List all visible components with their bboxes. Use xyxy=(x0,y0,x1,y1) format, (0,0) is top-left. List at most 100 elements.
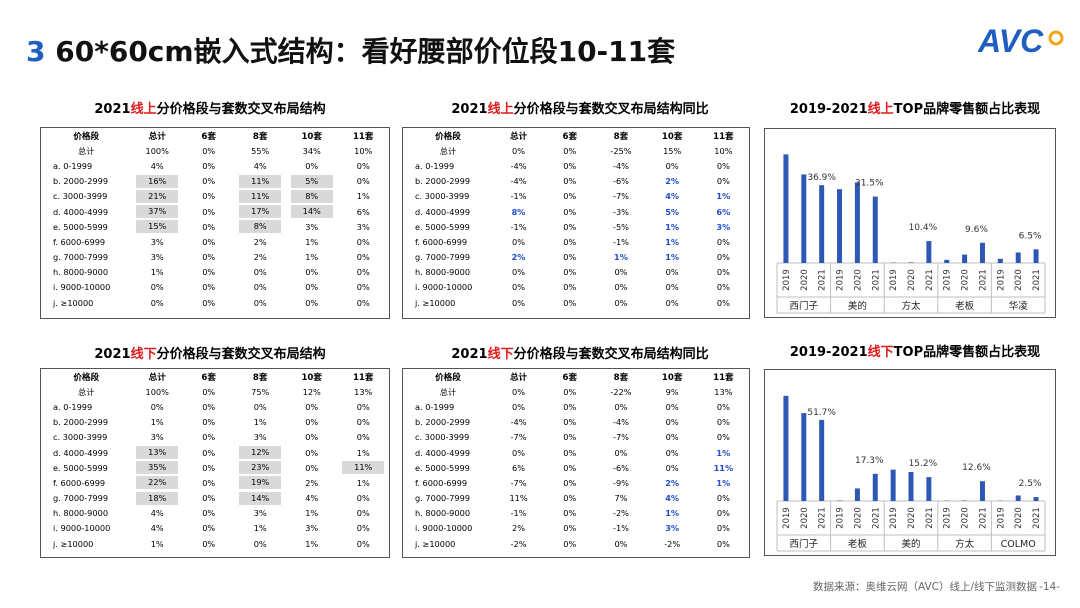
table-cell: 0% xyxy=(544,204,595,219)
cell-value: 0% xyxy=(356,176,370,187)
table-cell: -9% xyxy=(595,475,646,490)
cell-value: 100% xyxy=(145,145,169,156)
logo-text: AVC xyxy=(978,23,1044,59)
table-cell: 2% xyxy=(647,174,698,189)
bar xyxy=(1033,497,1039,501)
table-cell: 0% xyxy=(544,475,595,490)
cell-value: 3% xyxy=(665,523,680,534)
table-cell: 0% xyxy=(337,415,389,430)
table-cell: 0% xyxy=(131,280,183,295)
table-row: a. 0-1999 -4% 0% -4% 0% 0% xyxy=(403,158,749,173)
table-cell: 4% xyxy=(286,491,338,506)
table-cell: 0% xyxy=(183,265,235,280)
online-structure-table: 价格段 总计 6套 8套 10套 11套 总计 100% 0% 55% 34% 10% a. 0-199… xyxy=(41,128,389,310)
table-cell: 3% xyxy=(647,521,698,536)
cell-value: 0% xyxy=(512,267,526,278)
cell-value: 37% xyxy=(136,205,179,219)
cell-value: 1% xyxy=(356,191,370,202)
cell-value: -6% xyxy=(612,176,629,187)
bar xyxy=(908,471,914,501)
table-row: 总计 100% 0% 55% 34% 10% xyxy=(41,143,389,158)
table-row: e. 5000-5999 -1% 0% -5% 1% 3% xyxy=(403,219,749,234)
data-label: 31.5% xyxy=(855,179,884,189)
table-cell: 3% xyxy=(337,219,389,234)
table-cell: 0% xyxy=(544,384,595,399)
table-cell: 0% xyxy=(183,521,235,536)
table-cell: 23% xyxy=(234,460,286,475)
data-source-note: 数据来源：奥维云网（AVC）线上/线下监测数据 -14- xyxy=(812,581,1060,593)
column-header: 价格段 xyxy=(435,131,461,142)
column-header: 10套 xyxy=(661,372,683,383)
table-cell: 0% xyxy=(698,158,749,173)
row-label: g. 7000-7999 xyxy=(53,252,109,263)
cell-value: -4% xyxy=(612,160,629,171)
table-cell: 0% xyxy=(183,536,235,551)
table-cell: 1% xyxy=(286,506,338,521)
table-cell: 0% xyxy=(544,295,595,310)
group-label: 方太 xyxy=(955,538,975,550)
table-cell: 1% xyxy=(337,189,389,204)
table-cell: 0% xyxy=(493,265,544,280)
table-cell: 0% xyxy=(183,204,235,219)
cell-value: -7% xyxy=(510,477,527,488)
table-cell: -2% xyxy=(493,536,544,551)
cell-value: 0% xyxy=(512,236,526,247)
table-row: d. 4000-4999 0% 0% 0% 0% 1% xyxy=(403,445,749,460)
table-cell: 37% xyxy=(131,204,183,219)
table-cell: 0% xyxy=(183,445,235,460)
cell-value: 0% xyxy=(202,508,216,519)
row-label: 总计 xyxy=(78,386,95,397)
cell-value: -2% xyxy=(664,538,681,549)
cell-value: 0% xyxy=(716,432,730,443)
table-row: e. 5000-5999 35% 0% 23% 0% 11% xyxy=(41,460,389,475)
table-cell: 1% xyxy=(234,415,286,430)
column-header: 8套 xyxy=(613,372,629,383)
cell-value: 0% xyxy=(563,462,577,473)
column-header: 总计 xyxy=(509,131,528,142)
bar xyxy=(854,182,860,263)
year-tick-label: 2021 xyxy=(871,507,881,529)
year-tick-label: 2019 xyxy=(889,507,899,529)
table-row: j. ≥10000 0% 0% 0% 0% 0% xyxy=(403,295,749,310)
row-label: j. ≥10000 xyxy=(415,538,456,549)
bar xyxy=(908,262,914,263)
table-cell: 100% xyxy=(131,143,183,158)
cell-value: 3% xyxy=(150,252,164,263)
table-cell: 0% xyxy=(337,399,389,414)
table-cell: 4% xyxy=(131,521,183,536)
cell-value: 0% xyxy=(253,282,267,293)
table-row: e. 5000-5999 15% 0% 8% 3% 3% xyxy=(41,219,389,234)
row-label: h. 8000-9000 xyxy=(53,508,109,519)
table-cell: 1% xyxy=(647,250,698,265)
table-cell: 0% xyxy=(698,521,749,536)
column-header: 8套 xyxy=(252,131,268,142)
table-cell: 21% xyxy=(131,189,183,204)
cell-value: 0% xyxy=(253,401,267,412)
table-cell: -7% xyxy=(595,189,646,204)
row-label: b. 2000-2999 xyxy=(415,176,471,187)
cell-value: 0% xyxy=(253,267,267,278)
cell-value: -7% xyxy=(612,191,629,202)
year-tick-label: 2019 xyxy=(836,269,846,291)
table-cell: 0% xyxy=(647,158,698,173)
cell-value: 1% xyxy=(305,236,319,247)
cell-value: 0% xyxy=(716,176,730,187)
row-label: 总计 xyxy=(439,386,457,397)
cell-value: 0% xyxy=(563,236,577,247)
cell-value: 4% xyxy=(305,493,319,504)
cell-value: 1% xyxy=(305,508,319,519)
cell-value: 3% xyxy=(150,432,164,443)
row-label: c. 3000-3999 xyxy=(53,191,108,202)
table-cell: 35% xyxy=(131,460,183,475)
section-title-online-brands: 2019-2021线上TOP品牌零售额占比表现 xyxy=(789,102,1041,117)
cell-value: 0% xyxy=(202,493,216,504)
year-tick-label: 2020 xyxy=(907,269,917,291)
cell-value: 0% xyxy=(563,386,577,397)
cell-value: 75% xyxy=(251,386,270,397)
bar xyxy=(854,488,860,501)
table-cell: 15% xyxy=(647,143,698,158)
row-label: a. 0-1999 xyxy=(415,401,455,412)
cell-value: 0% xyxy=(716,267,730,278)
table-cell: 0% xyxy=(286,460,338,475)
table-cell: 0% xyxy=(647,445,698,460)
